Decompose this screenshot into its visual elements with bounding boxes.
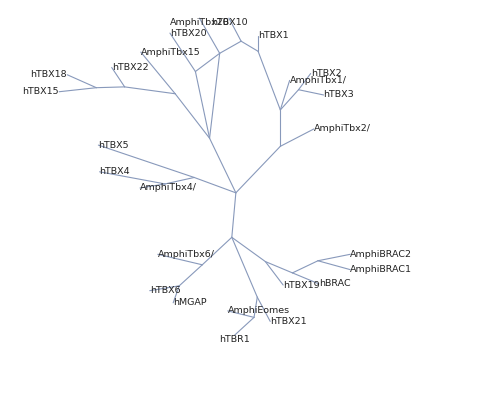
Text: AmphiTbx4/: AmphiTbx4/ [140, 184, 197, 192]
Text: hTBX15: hTBX15 [22, 87, 59, 96]
Text: AmphiTbx1/: AmphiTbx1/ [290, 76, 346, 85]
Text: AmphiTbx20: AmphiTbx20 [170, 18, 230, 27]
Text: hTBX3: hTBX3 [324, 90, 354, 99]
Text: hTBX19: hTBX19 [283, 280, 320, 290]
Text: AmphiBRAC2: AmphiBRAC2 [350, 250, 412, 259]
Text: hTBX6: hTBX6 [150, 286, 180, 295]
Text: hTBX21: hTBX21 [270, 317, 307, 326]
Text: hTBX4: hTBX4 [100, 167, 130, 176]
Text: AmphiTbx15: AmphiTbx15 [141, 48, 201, 56]
Text: hMGAP: hMGAP [173, 298, 207, 307]
Text: AmphiEomes: AmphiEomes [228, 306, 290, 316]
Text: hBRAC: hBRAC [318, 279, 350, 288]
Text: hTBX22: hTBX22 [112, 63, 148, 72]
Text: hTBX20: hTBX20 [170, 28, 206, 38]
Text: AmphiTbx6/: AmphiTbx6/ [158, 250, 215, 259]
Text: hTBX5: hTBX5 [98, 140, 129, 150]
Text: hTBR1: hTBR1 [220, 335, 250, 344]
Text: hTBX10: hTBX10 [210, 18, 248, 27]
Text: AmphiTbx2/: AmphiTbx2/ [314, 125, 371, 133]
Text: hTBX18: hTBX18 [30, 70, 67, 79]
Text: AmphiBRAC1: AmphiBRAC1 [350, 265, 412, 274]
Text: hTBX1: hTBX1 [258, 31, 288, 41]
Text: hTBX2: hTBX2 [310, 69, 342, 78]
